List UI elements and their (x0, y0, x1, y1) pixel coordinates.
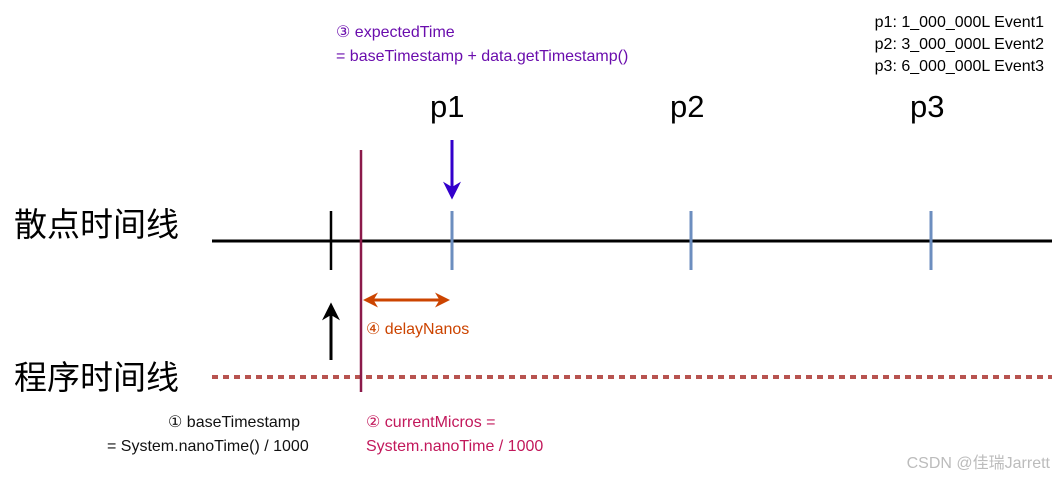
point-label-p3: p3 (910, 89, 945, 124)
base-timestamp-annotation-formula: = System.nanoTime() / 1000 (107, 438, 309, 455)
base-timestamp-annotation-title: ① baseTimestamp (168, 414, 301, 431)
program-timeline-label: 程序时间线 (14, 358, 179, 397)
legend-line-p1: p1: 1_000_000L Event1 (874, 14, 1044, 31)
current-micros-annotation-formula: System.nanoTime / 1000 (366, 438, 544, 455)
event-timeline-label: 散点时间线 (14, 205, 179, 244)
expected-time-annotation-formula: = baseTimestamp + data.getTimestamp() (336, 48, 629, 65)
delay-nanos-annotation: ④ delayNanos (366, 321, 470, 338)
point-label-p2: p2 (670, 89, 705, 124)
point-label-p1: p1 (430, 89, 465, 124)
expected-time-annotation-title: ③ expectedTime (336, 24, 455, 41)
watermark: CSDN @佳瑞Jarrett (906, 455, 1050, 472)
current-micros-annotation-title: ② currentMicros = (366, 414, 496, 431)
legend-line-p3: p3: 6_000_000L Event3 (874, 58, 1044, 75)
legend-line-p2: p2: 3_000_000L Event2 (874, 36, 1044, 53)
